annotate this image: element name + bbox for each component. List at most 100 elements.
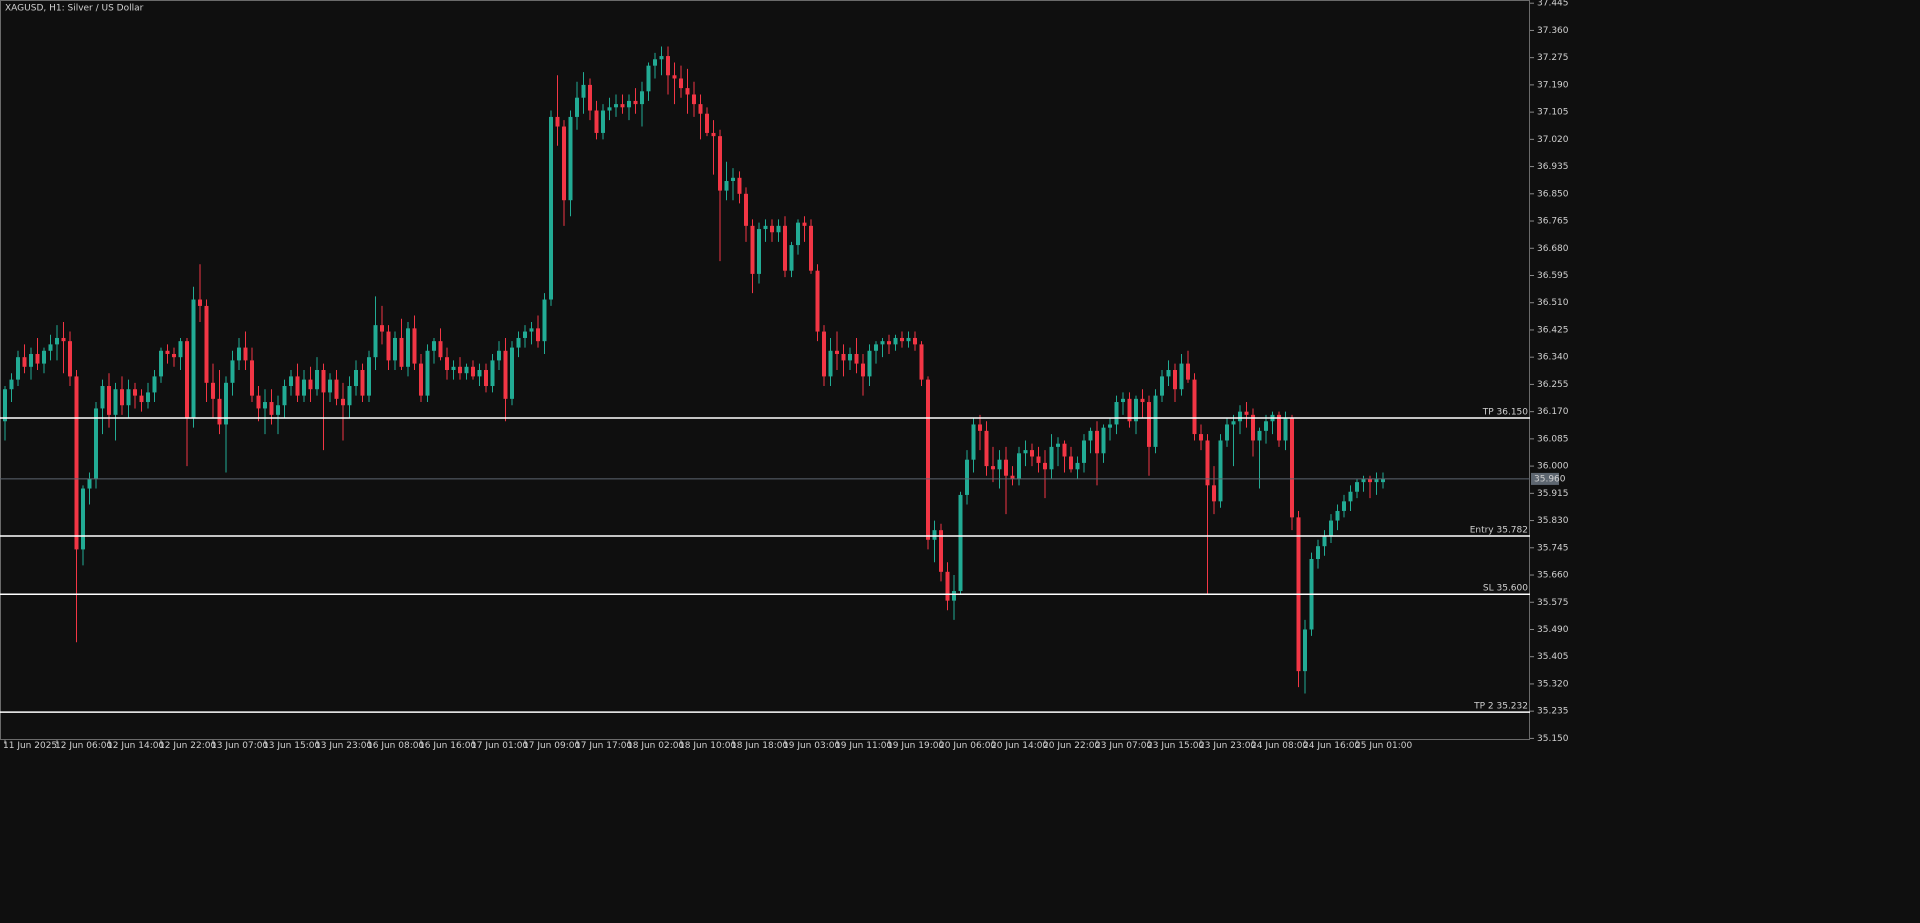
candle-body [659, 56, 664, 60]
y-tick-label: 35.575 [1537, 598, 1569, 608]
candle-body [276, 405, 280, 415]
candle-body [321, 370, 326, 393]
candle-body [126, 389, 131, 406]
candle-body [484, 370, 488, 387]
candle-body [16, 357, 20, 380]
candle-body [55, 337, 59, 345]
candle-body [692, 94, 696, 105]
candle-body [1322, 536, 1327, 547]
y-tick-label: 35.490 [1537, 625, 1569, 635]
candle-body [633, 100, 638, 105]
candle-body [1192, 379, 1197, 435]
overlay: 35.960 TP 36.150 Entry 35.782 SL 35.600 TP 2… [0, 408, 1566, 713]
candle-body [627, 100, 631, 108]
candle-body [282, 386, 287, 406]
y-tick-label: 36.085 [1537, 434, 1569, 444]
candle-body [373, 325, 378, 358]
candle-body [295, 376, 300, 396]
x-tick-label: 23 Jun 15:00 [1147, 741, 1204, 751]
candle-body [965, 459, 969, 495]
candle-body [984, 430, 989, 467]
candle-body [133, 389, 137, 396]
candle-body [1134, 398, 1138, 422]
candle-body [932, 530, 937, 540]
candle-body [308, 379, 313, 390]
candle-body [796, 222, 800, 246]
candle-body [997, 459, 1002, 470]
x-tick-label: 12 Jun 14:00 [107, 741, 164, 751]
candle-body [575, 97, 579, 117]
candle-body [1348, 491, 1353, 502]
candle-body [48, 344, 53, 351]
x-tick-label: 24 Jun 16:00 [1303, 741, 1360, 751]
candle-body [536, 328, 540, 342]
candle-body [724, 180, 729, 191]
candle-body [503, 350, 508, 399]
candle-body [913, 337, 917, 345]
candle-body [822, 331, 826, 377]
candle-body [1062, 443, 1067, 457]
candle-body [1335, 510, 1340, 521]
candle-body [1251, 414, 1255, 441]
candle-body [1127, 398, 1132, 422]
candle-body [269, 402, 274, 415]
y-tick-label: 36.255 [1537, 380, 1569, 390]
candle-body [1316, 546, 1320, 560]
candle-body [1108, 424, 1112, 428]
candle-body [1075, 462, 1080, 470]
candle-body [952, 591, 956, 601]
candle-body [809, 225, 813, 271]
candle-body [94, 408, 98, 479]
candle-body [601, 110, 605, 133]
candle-body [406, 328, 410, 367]
candle-body [386, 331, 391, 361]
candle-body [178, 341, 183, 358]
y-tick-label: 37.020 [1537, 135, 1569, 145]
candle-body [1212, 485, 1216, 502]
candle-body [302, 379, 306, 396]
x-tick-label: 13 Jun 23:00 [315, 741, 372, 751]
candle-body [1264, 421, 1268, 431]
candle-body [958, 494, 963, 592]
x-tick-label: 17 Jun 17:00 [575, 741, 632, 751]
plot-frame [0, 0, 1530, 740]
level-label: TP 36.150 [1482, 408, 1529, 418]
candle-body [1036, 456, 1041, 463]
candle-body [87, 478, 92, 489]
candle-body [185, 341, 189, 419]
candle-body [159, 350, 163, 377]
candle-body [341, 398, 345, 406]
candle-body [549, 116, 553, 300]
candle-body [438, 341, 443, 358]
x-tick-label: 23 Jun 07:00 [1095, 741, 1152, 751]
x-tick-label: 16 Jun 16:00 [419, 741, 476, 751]
candle-body [81, 488, 85, 550]
x-tick-label: 18 Jun 18:00 [731, 741, 788, 751]
candle-body [620, 104, 625, 108]
candle-body [29, 353, 33, 367]
candle-body [991, 466, 995, 470]
candle-body [204, 305, 209, 383]
candle-body [217, 398, 222, 425]
candle-body [815, 270, 820, 332]
y-tick-label: 36.595 [1537, 271, 1569, 281]
candle-body [380, 325, 384, 332]
candle-body [757, 229, 761, 274]
candle-body [1010, 475, 1015, 479]
candle-body [399, 337, 404, 367]
candle-body [516, 337, 521, 348]
x-tick-label: 13 Jun 15:00 [263, 741, 320, 751]
candle-body [854, 353, 859, 364]
candle-body [139, 395, 144, 403]
candle-body [100, 386, 105, 409]
candle-body [874, 344, 878, 351]
current-price-label: 35.960 [1534, 474, 1566, 484]
candle-body [243, 347, 248, 361]
candle-body [68, 341, 72, 377]
candle-body [393, 337, 397, 361]
candle-body [9, 379, 14, 390]
x-tick-label: 20 Jun 06:00 [939, 741, 996, 751]
candle-body [471, 366, 475, 377]
